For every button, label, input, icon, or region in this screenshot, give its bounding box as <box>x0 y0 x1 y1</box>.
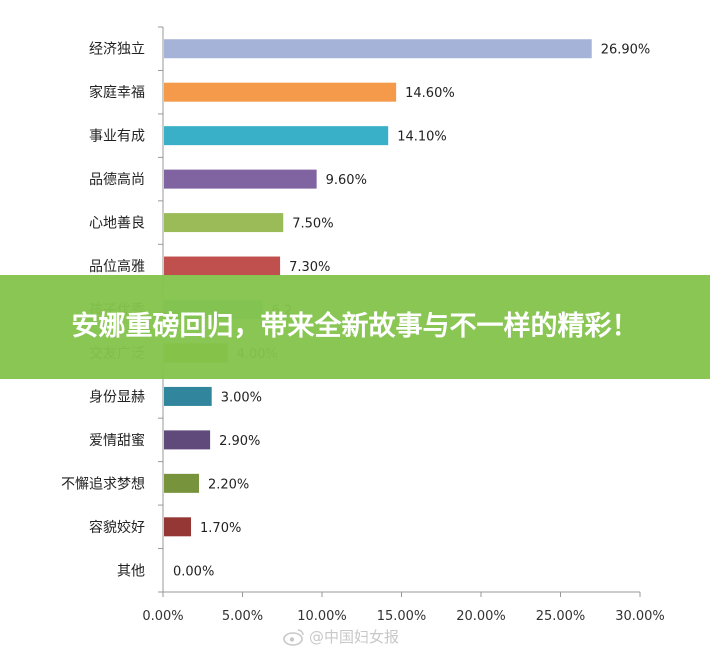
data-label: 1.70% <box>200 521 241 536</box>
headline-banner: 安娜重磅回归，带来全新故事与不一样的精彩！ <box>0 275 710 379</box>
category-label: 家庭幸福 <box>89 84 145 101</box>
bar <box>164 126 389 146</box>
weibo-icon <box>283 628 304 646</box>
category-label: 经济独立 <box>89 42 145 58</box>
watermark-text: @中国妇女报 <box>309 628 400 646</box>
x-tick-label: 0.00% <box>142 609 183 624</box>
category-label: 品位高雅 <box>89 258 145 275</box>
bar <box>164 169 317 189</box>
data-label: 9.60% <box>326 173 367 188</box>
data-label: 7.50% <box>292 217 333 232</box>
bar <box>164 82 397 102</box>
category-label: 身份显赫 <box>89 389 145 405</box>
data-label: 2.90% <box>219 434 260 449</box>
bar <box>164 213 284 233</box>
category-label: 品德高尚 <box>89 171 145 188</box>
bar <box>164 256 281 276</box>
category-label: 其他 <box>117 563 145 579</box>
headline-text: 安娜重磅回归，带来全新故事与不一样的精彩！ <box>71 311 639 342</box>
bar <box>164 473 199 493</box>
bar <box>164 386 212 406</box>
x-tick-label: 15.00% <box>377 609 427 624</box>
bar <box>164 39 592 59</box>
bar <box>164 517 192 537</box>
category-label: 事业有成 <box>89 129 145 145</box>
data-label: 14.60% <box>405 86 455 101</box>
category-label: 不懈追求梦想 <box>61 475 145 492</box>
data-label: 2.20% <box>208 477 249 492</box>
x-tick-label: 30.00% <box>615 609 665 624</box>
x-tick-label: 25.00% <box>536 609 586 624</box>
data-label: 3.00% <box>221 390 262 405</box>
watermark: @中国妇女报 <box>283 626 399 647</box>
data-label: 26.90% <box>601 43 651 58</box>
x-tick-label: 5.00% <box>222 609 263 624</box>
bar <box>164 430 211 450</box>
x-tick-label: 10.00% <box>297 609 347 624</box>
category-label: 心地善良 <box>89 216 145 232</box>
data-label: 7.30% <box>289 260 330 275</box>
category-label: 爱情甜蜜 <box>89 433 145 449</box>
x-tick-label: 20.00% <box>456 609 506 624</box>
category-label: 容貌姣好 <box>89 519 145 536</box>
data-label: 0.00% <box>173 564 214 579</box>
data-label: 14.10% <box>397 130 447 145</box>
